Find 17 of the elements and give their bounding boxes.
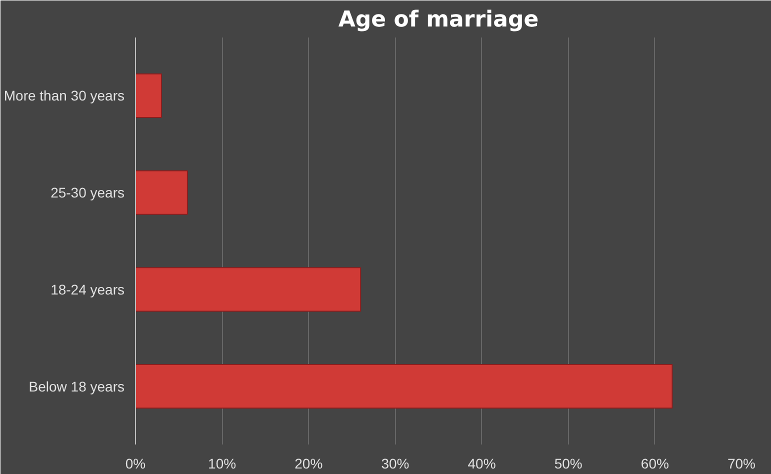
- x-tick-label: 10%: [208, 456, 236, 472]
- bar: [136, 364, 673, 409]
- x-tick-label: 0%: [125, 456, 146, 472]
- y-tick-label: Below 18 years: [28, 378, 124, 394]
- y-tick-label: 18-24 years: [50, 281, 125, 298]
- y-tick-label: 25-30 years: [50, 184, 125, 201]
- x-tick-label: 60%: [640, 456, 669, 472]
- y-tick-label: More than 30 years: [4, 88, 125, 104]
- x-tick-label: 70%: [727, 456, 756, 472]
- bar: [136, 170, 188, 215]
- x-tick-label: 20%: [294, 456, 323, 472]
- bar: [136, 267, 362, 312]
- x-tick-label: 30%: [381, 456, 410, 472]
- chart-title: Age of marriage: [338, 8, 539, 32]
- x-tick-label: 50%: [554, 456, 582, 472]
- x-tick-label: 40%: [468, 456, 496, 472]
- bar: [136, 73, 162, 118]
